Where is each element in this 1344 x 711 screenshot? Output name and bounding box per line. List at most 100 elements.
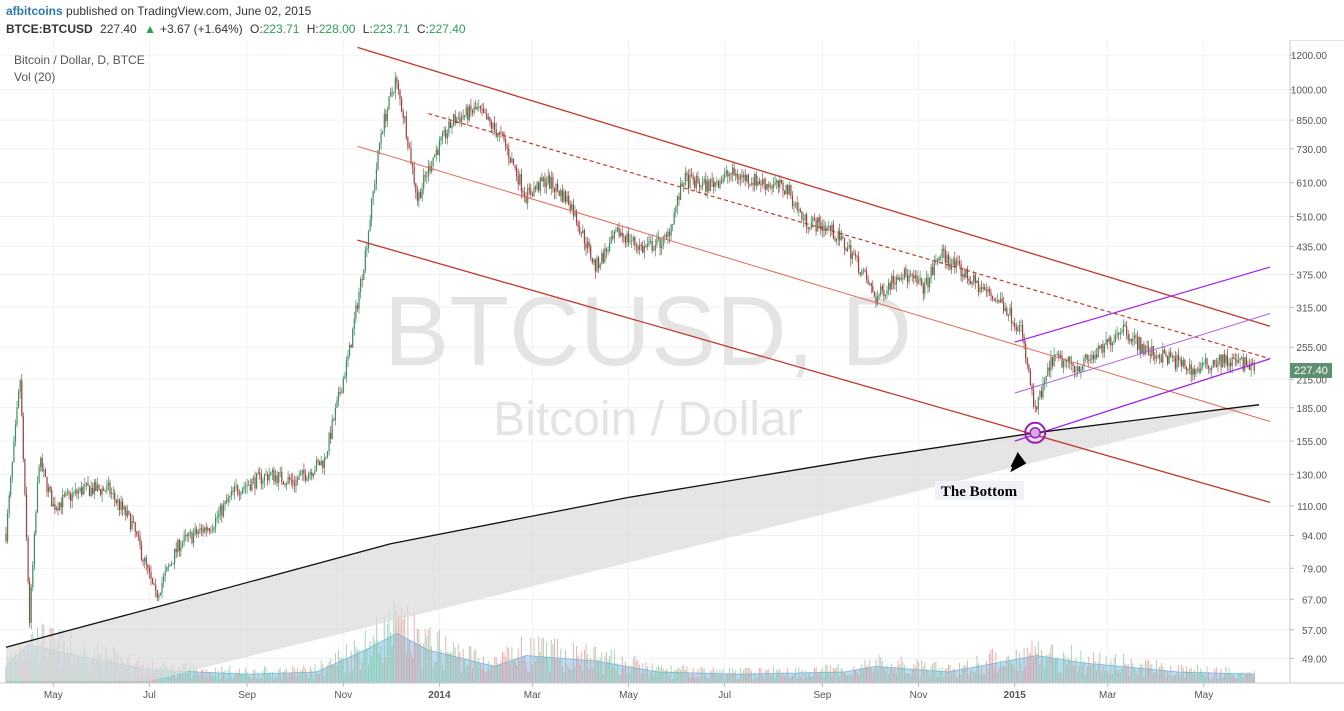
candle-body [828,226,830,227]
volume-bar [341,658,343,683]
candle-body [435,150,437,155]
volume-bar [571,669,573,683]
symbol-label[interactable]: BTCE:BTCUSD [6,22,93,36]
candle-body [738,178,740,180]
volume-bar [227,669,229,683]
candle-body [227,497,229,502]
candle-body [717,181,719,188]
candle-body [656,237,658,245]
volume-bar [968,675,970,683]
author-link[interactable]: afbitcoins [6,4,63,18]
candle-body [1069,356,1071,364]
volume-bar [223,671,224,683]
candle-body [670,224,672,236]
volume-bar [1011,663,1012,683]
candle-body [1181,359,1183,367]
candle-body [1234,358,1236,361]
candle-body [634,237,636,245]
volume-bar [678,667,680,683]
volume-bar [333,664,335,683]
candle-body [747,174,749,184]
candle-body [188,532,190,537]
candle-body [271,470,273,473]
volume-bar [1168,675,1170,683]
volume-bar [821,668,823,683]
volume-bar [621,656,623,683]
x-tick-label: 2014 [428,690,451,701]
candle-body [1220,354,1222,368]
volume-bar [1110,659,1112,683]
candle-body [1230,362,1232,367]
volume-bar [752,679,754,683]
change-value: +3.67 (+1.64%) [159,22,243,36]
candle-body [1242,357,1244,371]
volume-bar [196,666,198,683]
candle-body [676,196,678,207]
candle-body [1007,314,1009,316]
candle-body [955,261,957,267]
volume-bar [944,668,946,683]
volume-bar [1063,652,1064,683]
candle-body [471,110,474,113]
volume-bar [1055,658,1057,683]
volume-bar [273,679,275,683]
candle-body [322,460,324,468]
candle-body [750,183,753,185]
series-legend[interactable]: Bitcoin / Dollar, D, BTCE [14,53,145,67]
volume-bar [475,649,477,683]
volume-bar [780,675,782,683]
volume-bar [558,659,560,683]
candle-body [571,204,573,210]
candle-body [618,227,620,236]
volume-bar [872,672,874,683]
volume-bar [829,665,831,683]
volume-bar [1085,674,1087,683]
price-axis[interactable]: 1200.001000.00850.00730.00610.00510.0043… [1289,40,1327,683]
candle-body [916,275,918,284]
candle-body [109,482,111,495]
x-tick-label: Nov [910,690,928,701]
channel-midline-dashed [428,113,1271,360]
candle-body [1048,367,1050,371]
volume-bar [763,678,765,683]
volume-bar [825,664,827,683]
volume-bar [262,670,264,683]
volume-bar [322,664,324,683]
candle-body [958,261,961,265]
candle-body [620,232,622,236]
volume-bar [317,673,319,683]
volume-bar [710,671,711,683]
volume-bar [870,668,872,683]
volume-bar [369,640,371,683]
candle-body [442,132,444,138]
candle-body [497,135,499,137]
price-chart[interactable]: BTCUSD, D Bitcoin / Dollar The Bottom 12… [0,40,1344,711]
candle-body [254,477,256,489]
volume-bar [328,661,330,683]
volume-bar [1192,673,1194,683]
candle-body [933,262,935,276]
candle-body [1122,325,1124,333]
candle-body [308,473,310,480]
volume-bar [470,646,472,683]
volume-legend[interactable]: Vol (20) [14,70,56,84]
volume-bar [733,671,735,683]
candle-body [694,179,696,188]
volume-bar [949,665,951,683]
candle-body [536,182,538,189]
volume-bar [1056,657,1058,683]
volume-bar [896,672,897,683]
candle-body [1070,363,1072,364]
volume-bar [357,649,358,683]
volume-bar [628,666,629,683]
candle-body [711,179,713,182]
volume-bar [1249,672,1250,683]
candle-body [1217,360,1219,367]
candle-body [54,503,56,510]
candle-body [349,344,351,356]
volume-bar [974,671,976,683]
candle-body [730,174,732,175]
plot-area[interactable] [0,40,1290,683]
time-axis[interactable]: May Jul Sep Nov 2014 Mar May Jul Sep Nov 2015 Mar Ma… [0,682,1344,701]
volume-bar [1140,663,1142,683]
